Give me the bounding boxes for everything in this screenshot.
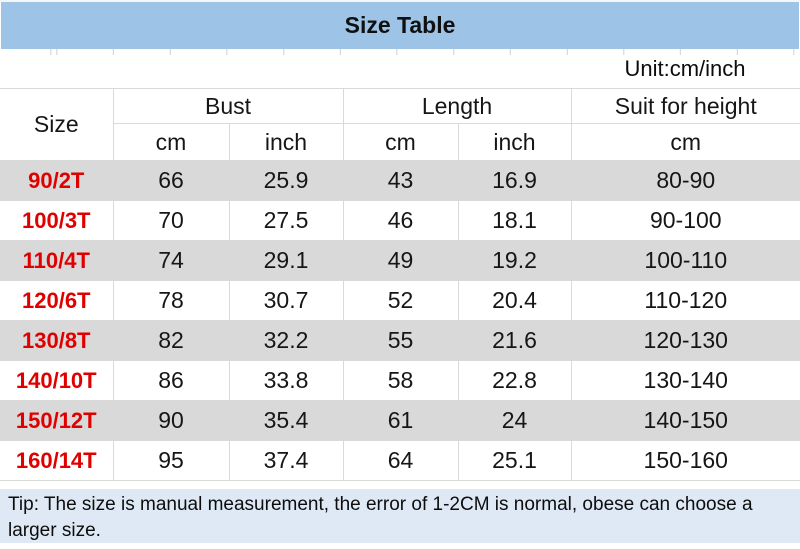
- length-cm-cell: 49: [342, 240, 459, 281]
- size-cell: 150/12T: [0, 400, 114, 441]
- height-cell: 110-120: [570, 280, 800, 321]
- size-cell: 120/6T: [0, 280, 114, 321]
- height-cell: 100-110: [570, 240, 800, 281]
- length-inch-cell: 22.8: [457, 360, 572, 401]
- table-row: 160/14T 95 37.4 64 25.1 150-160: [0, 440, 800, 481]
- bust-inch-cell: 33.8: [228, 360, 344, 401]
- length-cm-cell: 52: [342, 280, 459, 321]
- table-row: 110/4T 74 29.1 49 19.2 100-110: [0, 240, 800, 281]
- size-cell: 110/4T: [0, 240, 114, 281]
- length-inch-cell: 16.9: [457, 160, 572, 201]
- height-cell: 130-140: [570, 360, 800, 401]
- length-inch-cell: 25.1: [457, 440, 572, 481]
- bust-inch-cell: 29.1: [228, 240, 344, 281]
- bust-cm-cell: 82: [112, 320, 230, 361]
- col-header-bust: Bust: [112, 88, 344, 124]
- subheader-length-inch: inch: [457, 123, 572, 161]
- table-row: 100/3T 70 27.5 46 18.1 90-100: [0, 200, 800, 241]
- bust-cm-cell: 95: [112, 440, 230, 481]
- length-inch-cell: 18.1: [457, 200, 572, 241]
- subheader-length-cm: cm: [342, 123, 459, 161]
- col-header-size: Size: [0, 88, 114, 161]
- height-cell: 120-130: [570, 320, 800, 361]
- bust-inch-cell: 32.2: [228, 320, 344, 361]
- tip-note: Tip: The size is manual measurement, the…: [0, 489, 800, 543]
- table-row: 150/12T 90 35.4 61 24 140-150: [0, 400, 800, 441]
- bust-cm-cell: 74: [112, 240, 230, 281]
- length-inch-cell: 24: [457, 400, 572, 441]
- bust-cm-cell: 86: [112, 360, 230, 401]
- length-cm-cell: 55: [342, 320, 459, 361]
- size-cell: 130/8T: [0, 320, 114, 361]
- header-row-units: cm inch cm inch cm: [0, 123, 800, 161]
- length-cm-cell: 43: [342, 160, 459, 201]
- length-cm-cell: 58: [342, 360, 459, 401]
- bust-cm-cell: 66: [112, 160, 230, 201]
- size-table: Size Bust Length Suit for height cm inch…: [0, 88, 800, 481]
- size-cell: 100/3T: [0, 200, 114, 241]
- bust-cm-cell: 78: [112, 280, 230, 321]
- table-row: 140/10T 86 33.8 58 22.8 130-140: [0, 360, 800, 401]
- bust-inch-cell: 35.4: [228, 400, 344, 441]
- size-cell: 140/10T: [0, 360, 114, 401]
- length-cm-cell: 46: [342, 200, 459, 241]
- col-header-height: Suit for height: [570, 88, 800, 124]
- size-cell: 90/2T: [0, 160, 114, 201]
- length-cm-cell: 61: [342, 400, 459, 441]
- unit-label: Unit:cm/inch: [624, 55, 746, 81]
- height-cell: 80-90: [570, 160, 800, 201]
- size-cell: 160/14T: [0, 440, 114, 481]
- grid-tick-marks: [0, 543, 800, 549]
- height-cell: 90-100: [570, 200, 800, 241]
- bust-inch-cell: 27.5: [228, 200, 344, 241]
- subheader-bust-inch: inch: [228, 123, 344, 161]
- unit-row: Unit:cm/inch: [0, 49, 800, 88]
- bust-cm-cell: 70: [112, 200, 230, 241]
- subheader-bust-cm: cm: [113, 123, 230, 161]
- bust-cm-cell: 90: [112, 400, 230, 441]
- length-inch-cell: 21.6: [457, 320, 572, 361]
- bust-inch-cell: 37.4: [228, 440, 344, 481]
- length-cm-cell: 64: [342, 440, 459, 481]
- table-row: 90/2T 66 25.9 43 16.9 80-90: [0, 160, 800, 201]
- length-inch-cell: 19.2: [457, 240, 572, 281]
- col-header-length: Length: [342, 88, 572, 124]
- table-row: 120/6T 78 30.7 52 20.4 110-120: [0, 280, 800, 321]
- length-inch-cell: 20.4: [457, 280, 572, 321]
- header-row-groups: Size Bust Length Suit for height: [0, 88, 800, 161]
- height-cell: 150-160: [570, 440, 800, 481]
- page-title: Size Table: [1, 2, 799, 49]
- grid-tick-marks: [0, 49, 800, 55]
- bust-inch-cell: 30.7: [228, 280, 344, 321]
- table-row: 130/8T 82 32.2 55 21.6 120-130: [0, 320, 800, 361]
- height-cell: 140-150: [570, 400, 800, 441]
- grid-tick-marks: [0, 481, 800, 489]
- subheader-height-cm: cm: [570, 123, 800, 161]
- bust-inch-cell: 25.9: [228, 160, 344, 201]
